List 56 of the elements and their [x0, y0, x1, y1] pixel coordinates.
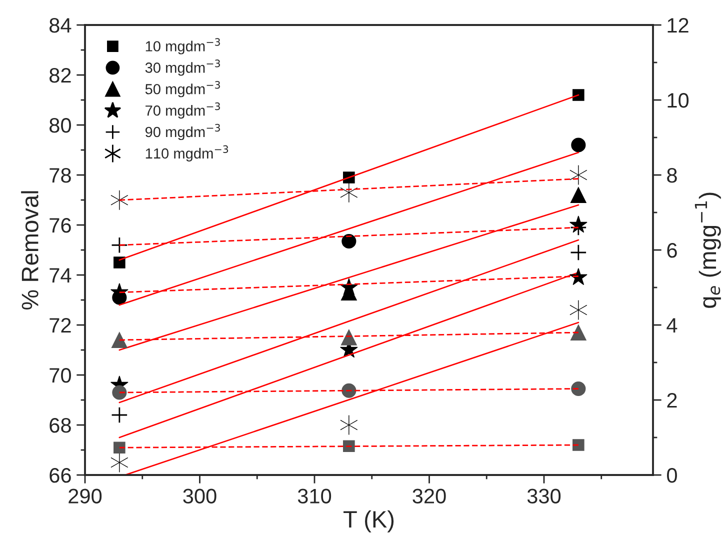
- point: [111, 332, 128, 348]
- point: [111, 236, 128, 254]
- x-tick-label: 290: [68, 488, 102, 504]
- y-tick-label: 70: [50, 368, 71, 383]
- legend-label: 110 mgdm$^{−3}$: [146, 145, 228, 162]
- point: [572, 439, 584, 451]
- x-tick-label: 310: [298, 488, 332, 504]
- point: [570, 244, 587, 261]
- y-tick-label: 82: [50, 68, 71, 83]
- y2-tick-label: 4: [666, 318, 678, 333]
- point: [571, 138, 586, 152]
- point: [114, 256, 126, 268]
- legend-label: 90 mgdm$^{−3}$: [145, 124, 220, 140]
- y2-tick-label: 8: [667, 168, 677, 183]
- point: [570, 187, 586, 203]
- point: [340, 414, 358, 436]
- point: [343, 440, 355, 452]
- point: [342, 234, 356, 249]
- y-tick-label: 78: [50, 168, 71, 183]
- point: [111, 406, 128, 424]
- y-axis-title: % Removal: [21, 191, 38, 310]
- y2-tick-label: 2: [667, 393, 677, 408]
- point: [569, 268, 588, 286]
- point: [340, 278, 358, 296]
- point: [340, 329, 357, 346]
- y-tick-label: 84: [50, 18, 72, 33]
- point: [571, 381, 586, 396]
- legend-label: 70 mgdm$^{−3}$: [146, 102, 220, 119]
- point: [112, 385, 127, 400]
- point: [340, 182, 358, 203]
- y2-tick-label: 10: [668, 93, 689, 108]
- point: [570, 300, 588, 320]
- x-tick-label: 300: [183, 488, 216, 504]
- point: [572, 89, 584, 101]
- point: [570, 324, 586, 340]
- point: [110, 452, 128, 473]
- y2-tick-label: 12: [668, 18, 688, 33]
- point: [342, 383, 356, 398]
- y-tick-label: 74: [50, 268, 72, 283]
- legend-label: 50 mgdm$^{−3}$: [145, 81, 220, 98]
- legend-label: 30 mgdm$^{−3}$: [145, 60, 220, 76]
- y-tick-label: 80: [50, 118, 71, 133]
- y2-tick-label: 0: [667, 468, 677, 483]
- point: [570, 164, 588, 186]
- legend-label: 10 mgdm$^{−3}$: [146, 38, 220, 54]
- y2-axis-title: q$_{e}$ (mgg$^{−1}$): [694, 192, 721, 308]
- x-axis-title: T (K): [344, 510, 394, 532]
- point: [114, 442, 126, 454]
- x-tick-label: 330: [527, 488, 561, 504]
- y2-tick-label: 6: [667, 243, 677, 258]
- y-tick-label: 66: [50, 468, 71, 483]
- y-tick-label: 72: [50, 318, 71, 333]
- x-tick-label: 320: [412, 488, 446, 504]
- y-tick-label: 76: [50, 218, 71, 233]
- y-tick-label: 68: [50, 418, 71, 433]
- point: [110, 190, 128, 210]
